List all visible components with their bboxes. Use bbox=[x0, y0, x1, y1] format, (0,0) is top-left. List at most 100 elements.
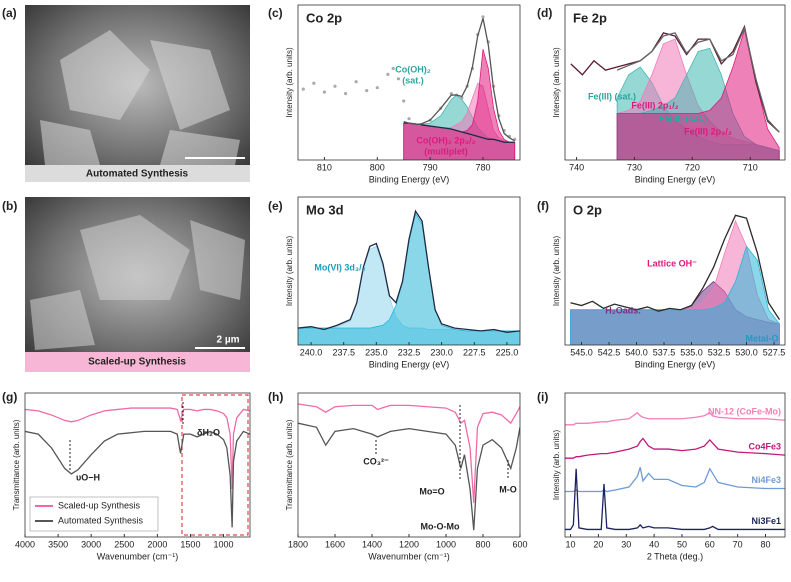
x-tick-label: 545.0 bbox=[570, 347, 593, 357]
panel-label: (i) bbox=[537, 390, 548, 404]
data-line bbox=[403, 18, 516, 142]
x-tick-label: 710 bbox=[743, 162, 758, 172]
x-tick-label: 780 bbox=[475, 162, 490, 172]
x-tick-label: 530.0 bbox=[735, 347, 758, 357]
x-tick-label: 240.0 bbox=[300, 347, 323, 357]
x-tick-label: 1600 bbox=[325, 539, 345, 549]
x-tick-label: 30 bbox=[621, 539, 631, 549]
panel-label: (f) bbox=[537, 199, 549, 213]
data-line bbox=[565, 467, 785, 493]
y-axis-label: Intensity (arb. units) bbox=[285, 47, 294, 118]
x-tick-label: 532.5 bbox=[708, 347, 731, 357]
annotation: CO₃²⁻ bbox=[363, 456, 389, 466]
peak-area bbox=[298, 212, 520, 345]
data-line bbox=[403, 122, 515, 143]
plot-frame bbox=[564, 392, 786, 538]
y-axis-label: Transmittance (arb. units) bbox=[285, 419, 294, 510]
x-tick-label: 527.5 bbox=[763, 347, 786, 357]
data-line bbox=[25, 407, 250, 490]
panel-label: (h) bbox=[268, 390, 283, 404]
annotation: M-O bbox=[499, 484, 517, 494]
panel-label: (c) bbox=[268, 6, 283, 20]
data-line bbox=[25, 430, 250, 528]
x-tick-label: 1800 bbox=[288, 539, 308, 549]
data-point bbox=[312, 81, 316, 85]
panel-title: Fe 2p bbox=[573, 10, 607, 25]
data-point bbox=[481, 15, 485, 19]
annotation: Mo=O bbox=[419, 486, 444, 496]
data-line bbox=[616, 26, 780, 133]
panel-label: (a) bbox=[2, 6, 17, 20]
annotation: Co(OH)₂ 2p₃/₂ bbox=[416, 135, 475, 145]
x-tick-label: 1000 bbox=[214, 539, 234, 549]
data-point bbox=[407, 117, 411, 121]
panel-title: Co 2p bbox=[306, 10, 342, 25]
annotation: Lattice OH⁻ bbox=[647, 258, 697, 268]
data-line bbox=[565, 437, 785, 459]
x-tick-label: 2500 bbox=[114, 539, 134, 549]
x-tick-label: 3000 bbox=[81, 539, 101, 549]
x-tick-label: 2000 bbox=[147, 539, 167, 549]
x-tick-label: 80 bbox=[760, 539, 770, 549]
x-tick-label: 237.5 bbox=[332, 347, 355, 357]
sem-texture bbox=[30, 215, 245, 350]
x-tick-label: 537.5 bbox=[653, 347, 676, 357]
plot-frame bbox=[564, 196, 786, 346]
x-axis-label: Wavenumber (cm⁻¹) bbox=[368, 551, 449, 561]
x-tick-label: 40 bbox=[649, 539, 659, 549]
data-point bbox=[449, 91, 453, 96]
plot-frame bbox=[297, 4, 521, 161]
x-tick-label: 235.0 bbox=[365, 347, 388, 357]
data-point bbox=[354, 80, 358, 84]
x-tick-label: 730 bbox=[627, 162, 642, 172]
data-point bbox=[322, 90, 327, 94]
x-tick-label: 60 bbox=[705, 539, 715, 549]
x-tick-label: 225.0 bbox=[496, 347, 519, 357]
x-tick-label: 535.0 bbox=[680, 347, 703, 357]
panel-label: (e) bbox=[268, 199, 283, 213]
series-label: Ni3Fe1 bbox=[751, 516, 781, 526]
x-tick-label: 810 bbox=[317, 162, 332, 172]
y-axis-label: Intensity (arb. units) bbox=[552, 430, 561, 501]
x-axis-label: Binding Energy (eV) bbox=[369, 174, 450, 184]
x-tick-label: 1200 bbox=[399, 539, 419, 549]
series-label: Co4Fe3 bbox=[748, 442, 781, 452]
data-point bbox=[460, 96, 464, 100]
x-tick-label: 70 bbox=[733, 539, 743, 549]
x-tick-label: 540.0 bbox=[625, 347, 648, 357]
annotation: (sat.) bbox=[402, 75, 424, 85]
annotation: H₂Oads. bbox=[605, 305, 641, 315]
y-axis-label: Intensity (arb. units) bbox=[552, 236, 561, 307]
series-label: NN-12 (CoFe-Mo) bbox=[708, 407, 781, 417]
annotation: Mo-O-Mo bbox=[421, 521, 460, 531]
y-axis-label: Transmittance (arb. units) bbox=[12, 419, 21, 510]
caption: Automated Synthesis bbox=[86, 169, 189, 180]
x-tick-label: 720 bbox=[685, 162, 700, 172]
scale-bar-label: 2 µm bbox=[217, 335, 240, 346]
legend-label: Automated Synthesis bbox=[58, 515, 144, 525]
annotation: Fe(III) (sat.) bbox=[588, 91, 636, 101]
x-axis-label: 2 Theta (deg.) bbox=[647, 551, 703, 561]
data-line bbox=[298, 422, 520, 531]
data-line bbox=[298, 209, 520, 333]
plot-frame bbox=[24, 392, 251, 538]
data-point bbox=[391, 66, 395, 71]
sem-texture bbox=[40, 30, 240, 165]
annotation: Metal-O bbox=[745, 333, 778, 343]
data-point bbox=[301, 87, 305, 91]
annotation: υO−H bbox=[76, 472, 100, 482]
x-tick-label: 20 bbox=[593, 539, 603, 549]
x-tick-label: 4000 bbox=[15, 539, 35, 549]
data-point bbox=[396, 77, 401, 81]
panel-label: (b) bbox=[2, 199, 17, 213]
x-tick-label: 227.5 bbox=[463, 347, 486, 357]
x-tick-label: 1400 bbox=[362, 539, 382, 549]
data-line bbox=[565, 468, 785, 531]
x-tick-label: 3500 bbox=[48, 539, 68, 549]
annotation: (multiplet) bbox=[424, 146, 468, 156]
x-tick-label: 232.5 bbox=[398, 347, 421, 357]
x-tick-label: 1500 bbox=[180, 539, 200, 549]
x-tick-label: 10 bbox=[566, 539, 576, 549]
x-tick-label: 740 bbox=[569, 162, 584, 172]
